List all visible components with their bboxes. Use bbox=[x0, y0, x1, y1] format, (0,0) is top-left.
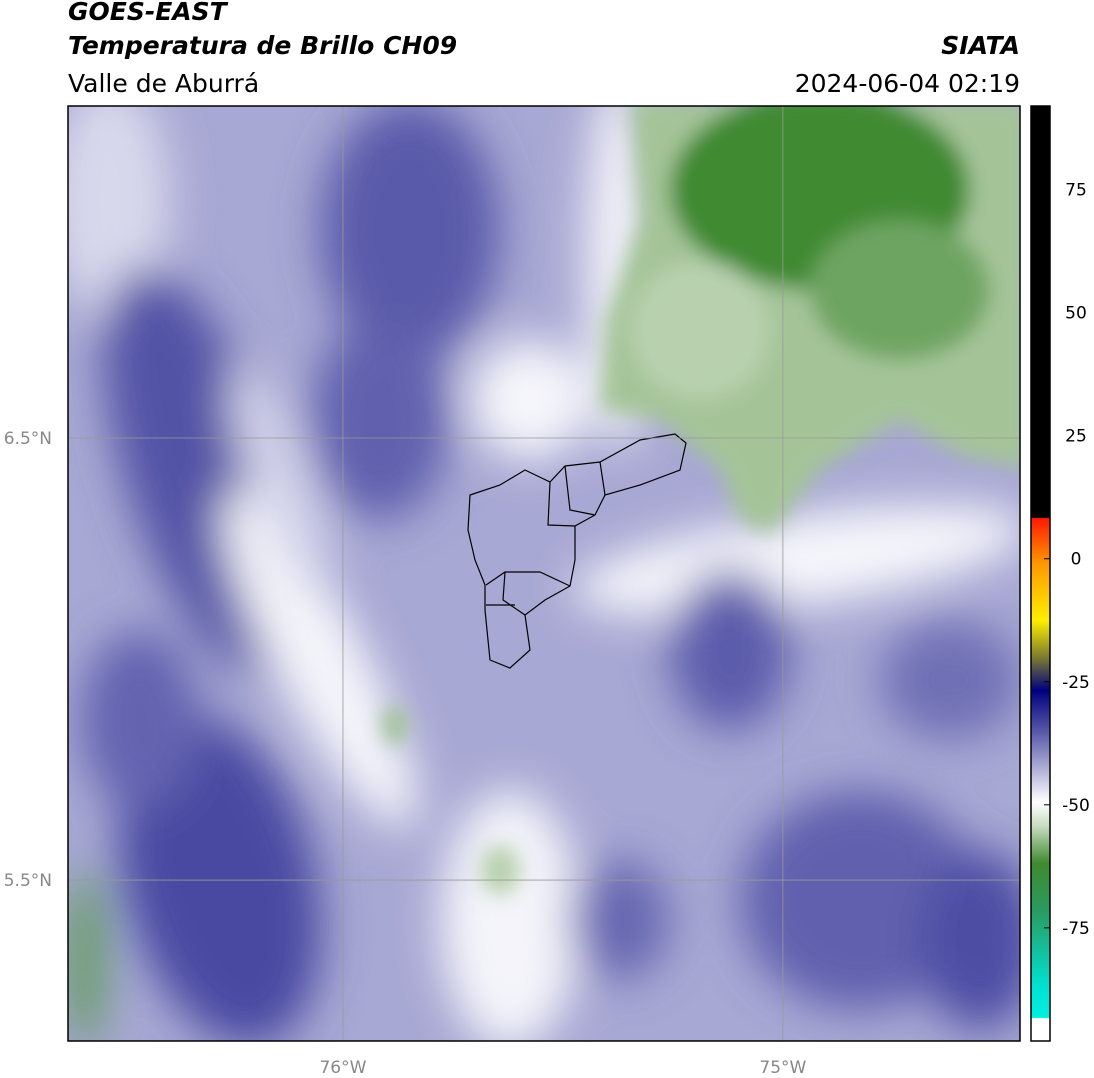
timestamp: 2024-06-04 02:19 bbox=[795, 69, 1020, 98]
y-tick-label: 6.5°N bbox=[4, 429, 52, 449]
map-frame bbox=[67, 105, 1021, 1042]
source: SIATA bbox=[941, 31, 1020, 60]
colorbar-tick-label: -50 bbox=[1062, 796, 1090, 816]
subtitle: Temperatura de Brillo CH09 bbox=[68, 31, 457, 60]
region: Valle de Aburrá bbox=[68, 69, 259, 98]
colorbar-tick-label: 0 bbox=[1071, 550, 1082, 570]
aburra-boundary bbox=[467, 433, 687, 669]
y-tick-label: 5.5°N bbox=[4, 871, 52, 891]
title: GOES-EAST bbox=[68, 0, 229, 26]
colorbar-tick-label: 25 bbox=[1065, 427, 1087, 447]
colorbar-tick-label: 75 bbox=[1065, 181, 1087, 201]
colorbar bbox=[1030, 105, 1051, 1042]
x-tick-label: 76°W bbox=[319, 1058, 366, 1078]
colorbar-tick-label: 50 bbox=[1065, 304, 1087, 324]
grid bbox=[68, 106, 1020, 1041]
satellite-image bbox=[68, 106, 1020, 1041]
x-tick-label: 75°W bbox=[759, 1058, 806, 1078]
colorbar-tick-label: -75 bbox=[1062, 919, 1090, 939]
colorbar-tick-label: -25 bbox=[1062, 673, 1090, 693]
